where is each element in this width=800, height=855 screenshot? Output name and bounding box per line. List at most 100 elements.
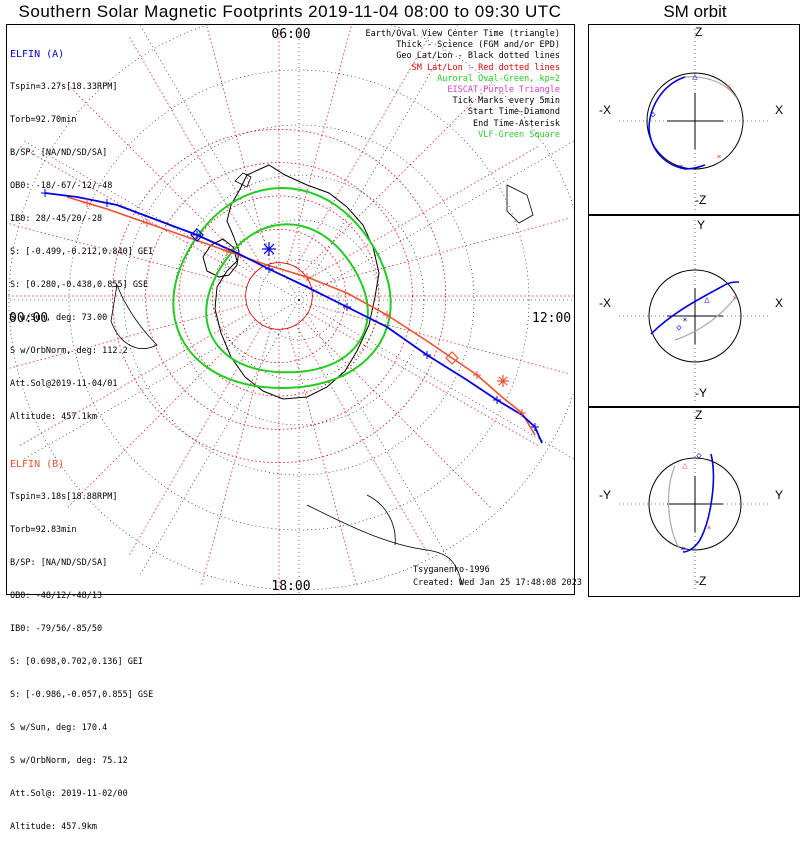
- sm-meridian: [7, 222, 247, 288]
- mlt-label-bottom: 18:00: [271, 579, 310, 594]
- orbit-marker: *: [732, 295, 737, 305]
- elfin-b-line: S w/OrbNorm, deg: 75.12: [10, 756, 128, 766]
- orbit-marker: *: [706, 525, 711, 535]
- orbit-marker: ◇: [676, 323, 682, 333]
- australia-coastline: [306, 504, 463, 586]
- elfin-b-line: IB0: -79/56/-85/50: [10, 624, 103, 634]
- sm-meridian: [206, 25, 271, 264]
- axis-label-bottom: -Z: [695, 574, 707, 588]
- elfin-a-line: Torb=92.70min: [10, 115, 77, 125]
- sm-meridian: [307, 312, 539, 447]
- model-credit: Tsyganenko-1996: [413, 565, 490, 575]
- geo-lat-ring: [68, 69, 530, 531]
- orbit-plot-yz: △ ◇ * *: [619, 412, 769, 592]
- axis-label-bottom: -Z: [695, 193, 707, 207]
- created-credit: Created: Wed Jan 25 17:48:08 2023: [413, 578, 582, 588]
- elfin-b-line: Tspin=3.18s[18.88RPM]: [10, 492, 118, 502]
- elfin-b-line: Att.Sol@: 2019-11-02/00: [10, 789, 128, 799]
- geo-meridian: [139, 25, 300, 301]
- legend-entry: Auroral Oval-Green, kp=2: [437, 73, 560, 84]
- axis-label-left: -X: [599, 103, 611, 117]
- elfin-a-line: IB0: 28/-45/20/-28: [10, 214, 103, 224]
- orbit-marker: *: [678, 164, 683, 174]
- sm-meridian: [311, 304, 569, 374]
- orbit-plot-xz: △ * ◇ * *: [619, 29, 769, 210]
- orbit-marker: *: [682, 317, 687, 327]
- elfin-a-line: S w/OrbNorm, deg: 112.2: [10, 346, 128, 356]
- sm-meridian: [311, 218, 569, 288]
- mlt-label-right: 12:00: [532, 311, 571, 326]
- geo-meridian: [298, 25, 459, 301]
- elfin-b-info: ELFIN (B) Tspin=3.18s[18.88RPM] Torb=92.…: [10, 437, 153, 855]
- elfin-b-line: S w/Sun, deg: 170.4: [10, 723, 108, 733]
- elfin-b-line: B/SP: [NA/ND/SD/SA]: [10, 558, 108, 568]
- island-coastline: [234, 172, 252, 188]
- legend-entry: Start Time-Diamond: [467, 107, 560, 118]
- sm-meridian: [302, 83, 492, 273]
- legend-entry: End Time-Asterisk: [473, 118, 560, 129]
- orbit-grey: [684, 76, 738, 100]
- axis-label-bottom: -Y: [695, 386, 707, 400]
- orbit-marker: ◇: [696, 451, 702, 461]
- sm-meridian: [201, 328, 271, 586]
- antarctica-coastline: [202, 164, 380, 400]
- sm-meridian: [7, 304, 247, 370]
- sm-meridian: [295, 36, 430, 268]
- elfin-b-line: Altitude: 457.9km: [10, 822, 97, 832]
- axis-label-top: Z: [695, 25, 703, 39]
- orbit-panel-xz: △ * ◇ * * Z -Z -X X: [588, 24, 800, 215]
- new-zealand-coastline: [366, 494, 396, 546]
- elfin-a-line: S: [-0.499,-0.212,0.840] GEI: [10, 247, 154, 257]
- elfin-a-end-asterisk: [263, 243, 275, 255]
- legend-entry: SM Lat/Lon - Red dotted lines: [411, 62, 560, 73]
- elfin-a-track: [44, 192, 543, 444]
- elfin-a-line: OB0: -18/-67/-12/-48: [10, 181, 113, 191]
- elfin-a-info: ELFIN (A) Tspin=3.27s[18.33RPM] Torb=92.…: [10, 27, 153, 445]
- sm-meridian: [307, 145, 539, 280]
- island-coastline: [506, 184, 534, 224]
- orbit-panel-xy: ◇ △ * * Y -Y -X X: [588, 215, 800, 407]
- sm-lat-ring: [245, 262, 313, 330]
- geo-meridian: [298, 299, 460, 578]
- legend-entry: Geo Lat/Lon - Black dotted lines: [396, 51, 560, 62]
- elfin-b-name: ELFIN (B): [10, 459, 65, 470]
- axis-label-top: Z: [695, 408, 703, 422]
- axis-label-right: X: [775, 103, 784, 117]
- orbit-grey: [668, 465, 680, 549]
- elfin-a-line: S: [0.280,-0.438,0.855] GSE: [10, 280, 149, 290]
- orbit-marker: △: [682, 461, 688, 471]
- elfin-a-start-diamond: [190, 228, 204, 242]
- elfin-b-line: OB0: -48/12/-48/13: [10, 591, 103, 601]
- south-america-coastline: [110, 283, 158, 349]
- earth-circle: [648, 457, 742, 551]
- elfin-a-line: Tspin=3.27s[18.33RPM]: [10, 82, 118, 92]
- legend-entry: Thick - Science (FGM and/or EPD): [396, 40, 560, 51]
- orbit-marker: *: [726, 84, 731, 94]
- sm-meridian: [128, 36, 263, 268]
- orbit-grey: [674, 297, 736, 341]
- elfin-b-start-diamond: [445, 351, 459, 365]
- orbit-marker: △: [704, 295, 710, 305]
- mlt-label-left: 00:00: [9, 311, 48, 326]
- axis-label-right: Y: [775, 488, 784, 502]
- sm-lat-ring: [111, 128, 447, 464]
- page-title: Southern Solar Magnetic Footprints 2019-…: [18, 2, 562, 21]
- elfin-a-line: B/SP: [NA/ND/SD/SA]: [10, 148, 108, 158]
- orbit-title: SM orbit: [663, 2, 727, 21]
- elfin-a-line: Altitude: 457.1km: [10, 412, 97, 422]
- legend-entry: EISCAT-Purple Triangle: [447, 85, 560, 95]
- orbit-elfin-a: [648, 76, 706, 170]
- geo-meridian: [298, 140, 574, 301]
- geo-lat-ring: [123, 124, 475, 476]
- elfin-b-line: S: [-0.986,-0.057,0.855] GSE: [10, 690, 154, 700]
- footprint-map: 06:00 00:00 12:00 18:00: [7, 25, 574, 594]
- orbit-panel-yz: △ ◇ * * Z -Z -Y Y: [588, 407, 800, 597]
- sm-meridian: [19, 145, 251, 280]
- axis-label-left: -X: [599, 296, 611, 310]
- orbit-elfin-a: [682, 453, 715, 553]
- orbit-marker: ◇: [650, 110, 656, 120]
- orbit-plot-xy: ◇ △ * *: [619, 220, 769, 402]
- earth-circle: [648, 269, 742, 363]
- footprint-map-panel: 06:00 00:00 12:00 18:00 ELFIN (A) Tspin=…: [6, 24, 582, 832]
- axis-label-left: -Y: [599, 488, 611, 502]
